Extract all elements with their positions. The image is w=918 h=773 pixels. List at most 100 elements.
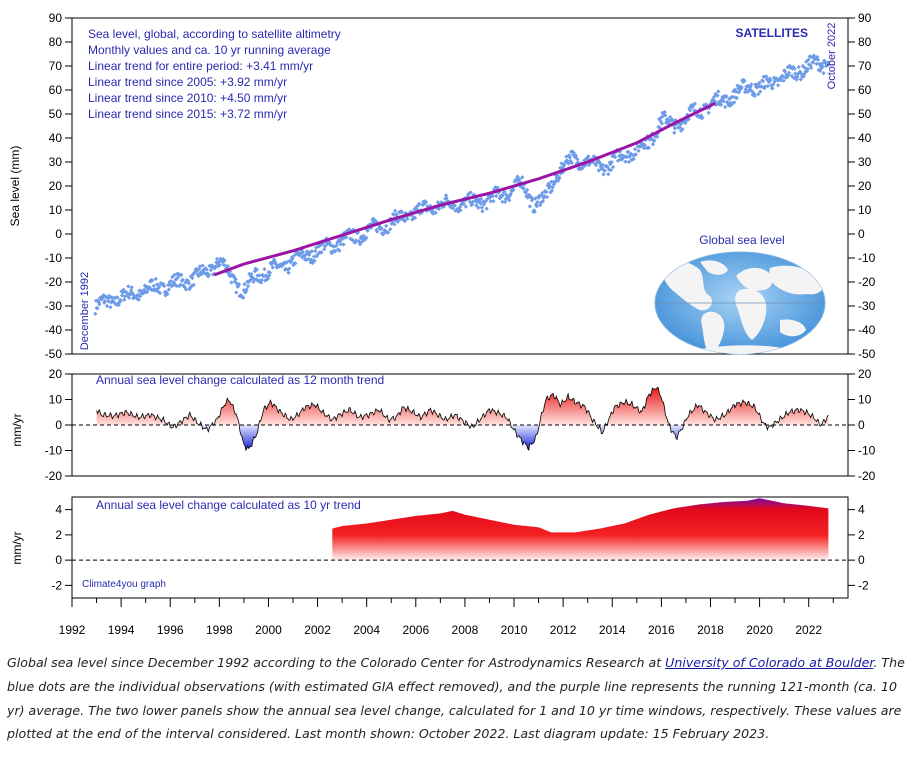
observation-dot (478, 201, 483, 206)
observation-dot (624, 154, 629, 160)
observation-dot (229, 280, 234, 285)
observation-dot (500, 199, 505, 204)
y-tick-label: -20 (858, 469, 876, 483)
observation-dot (129, 285, 134, 290)
y-tick-label: 0 (858, 418, 865, 432)
observation-dot (610, 165, 616, 170)
observation-dot (293, 261, 298, 266)
observation-dot (423, 200, 429, 205)
observation-dot (157, 284, 162, 289)
credit-label: Climate4you graph (82, 579, 166, 590)
x-tick-label: 2010 (501, 623, 528, 637)
observation-dot (488, 199, 493, 204)
observation-dot (821, 70, 826, 76)
observation-dot (646, 145, 651, 150)
observation-dot (599, 165, 605, 171)
y-tick-label: 70 (858, 59, 872, 73)
observation-dot (122, 297, 127, 302)
y-tick-label: -2 (51, 578, 62, 592)
observation-dot (270, 265, 275, 270)
y-tick-label: 30 (49, 155, 63, 169)
observation-dot (562, 162, 567, 167)
observation-dot (775, 83, 781, 88)
observation-dot (530, 196, 535, 202)
observation-dot (672, 130, 677, 135)
x-tick-label: 2000 (255, 623, 282, 637)
observation-dot (527, 204, 533, 209)
observation-dot (502, 189, 507, 195)
observation-dot (650, 142, 656, 147)
observation-dot (484, 206, 489, 211)
university-link[interactable]: University of Colorado at Boulder (665, 655, 874, 670)
observation-dot (641, 145, 647, 151)
observation-dot (532, 209, 537, 214)
x-tick-label: 2006 (402, 623, 429, 637)
annual-change-12-month-panel: -20 -20 -10 -10 0 0 10 10 20 20 mm/yr Annual sea … (10, 367, 876, 483)
observation-dot (286, 270, 291, 275)
y-tick-label: 60 (858, 83, 872, 97)
observation-dot (478, 196, 484, 202)
observation-dot (435, 200, 440, 205)
y-tick-label: 30 (858, 155, 872, 169)
y-tick-label: 90 (49, 11, 63, 25)
observation-dot (540, 190, 545, 196)
y-tick-label: 20 (49, 367, 63, 381)
observation-dot (613, 154, 618, 160)
x-tick-label: 1998 (206, 623, 233, 637)
observation-dot (371, 216, 376, 222)
observation-dot (417, 201, 422, 206)
y-axis-ticks: -20 -20 -10 -10 0 0 10 10 20 20 (45, 367, 876, 483)
observation-dot (433, 210, 438, 216)
observation-dot (344, 235, 349, 240)
y-axis-label: Sea level (mm) (8, 146, 22, 227)
observation-dot (636, 148, 641, 153)
negative-change-area (96, 425, 829, 451)
observation-dot (388, 227, 393, 232)
y-tick-label: 2 (55, 528, 62, 542)
observation-dot (765, 84, 770, 89)
observation-dot (166, 287, 172, 292)
y-tick-label: 40 (858, 131, 872, 145)
y-tick-label: 4 (858, 503, 865, 517)
observation-dot (262, 266, 267, 272)
observation-dot (569, 160, 574, 166)
observation-dot (517, 177, 522, 182)
y-tick-label: -50 (858, 347, 876, 361)
observation-dot (204, 267, 209, 272)
y-tick-label: -2 (858, 578, 869, 592)
observation-dot (174, 283, 179, 289)
x-axis: 1992 1994 1996 1998 2000 2002 2004 2006 2008 2010… (59, 598, 834, 637)
panel-frame (71, 496, 849, 599)
observation-dot (503, 199, 508, 205)
observation-dot (606, 172, 611, 177)
observation-dot (631, 156, 636, 162)
observation-dot (161, 283, 167, 289)
observation-dot (311, 254, 317, 259)
observation-dot (309, 249, 315, 254)
observation-dot (525, 187, 530, 193)
y-tick-label: -10 (858, 251, 876, 265)
observation-dot (190, 275, 195, 281)
y-tick-label: -40 (45, 323, 63, 337)
observation-dot (259, 277, 264, 283)
y-tick-label: 80 (858, 35, 872, 49)
info-line: Monthly values and ca. 10 yr running ave… (88, 43, 331, 57)
observation-dot (379, 226, 384, 231)
x-tick-label: 2020 (746, 623, 773, 637)
running-average-line (213, 101, 717, 277)
observation-dot (479, 205, 484, 210)
observation-dot (494, 193, 499, 199)
y-axis-label: mm/yr (10, 531, 24, 564)
observation-dot (334, 243, 339, 248)
observation-dot (402, 219, 407, 224)
observation-dot (601, 172, 606, 177)
y-tick-label: -30 (858, 299, 876, 313)
observation-dot (723, 104, 728, 110)
observation-dot (602, 168, 607, 173)
observation-dot (267, 270, 273, 275)
observation-dot (412, 215, 418, 220)
observation-dot (573, 153, 579, 158)
observation-dot (623, 159, 628, 164)
y-tick-label: -20 (45, 275, 63, 289)
y-tick-label: 2 (858, 528, 865, 542)
